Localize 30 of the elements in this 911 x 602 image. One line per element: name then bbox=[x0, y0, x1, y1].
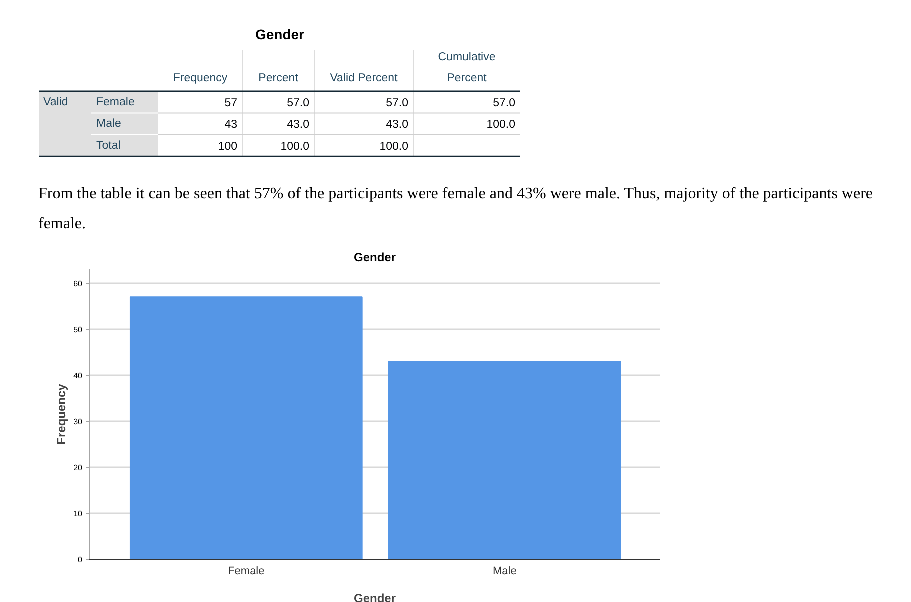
text: 100.0 bbox=[280, 140, 310, 153]
text: Valid bbox=[44, 96, 68, 108]
category-label: Valid Percent bbox=[330, 72, 399, 84]
y-tick-label: 0 bbox=[78, 556, 84, 564]
y-tick-label: 50 bbox=[74, 325, 84, 334]
chart-title: Gender bbox=[354, 250, 396, 264]
text: 57 bbox=[224, 97, 238, 110]
y-axis-title: Frequency bbox=[54, 384, 69, 445]
y-tick-label: 60 bbox=[74, 279, 84, 288]
text: 43.0 bbox=[386, 119, 409, 132]
text: 100.0 bbox=[380, 140, 409, 153]
text: 100.0 bbox=[486, 119, 516, 132]
category-label: Frequency bbox=[173, 72, 228, 84]
category-label: Cumulative Percent bbox=[438, 52, 496, 84]
category-label: Percent bbox=[258, 72, 300, 84]
text: 57.0 bbox=[493, 97, 516, 110]
y-tick-label: 10 bbox=[74, 509, 84, 518]
y-tick-label: 40 bbox=[74, 371, 84, 380]
text: From the table it can be seen that 57% of the participants were female and 43% were male. Thus, majority of the participants were female. bbox=[38, 186, 874, 232]
text: Gender bbox=[255, 26, 306, 42]
y-tick-label: 30 bbox=[74, 417, 84, 426]
category-label: Total bbox=[96, 140, 121, 152]
text: 57.0 bbox=[287, 97, 310, 110]
text: 57.0 bbox=[386, 97, 409, 110]
text: 43 bbox=[224, 119, 238, 132]
category-label: Male bbox=[96, 118, 122, 130]
text: 43.0 bbox=[287, 119, 310, 132]
category-label: Female bbox=[96, 96, 135, 108]
y-tick-label: 20 bbox=[74, 463, 84, 472]
text: 100 bbox=[218, 140, 238, 153]
